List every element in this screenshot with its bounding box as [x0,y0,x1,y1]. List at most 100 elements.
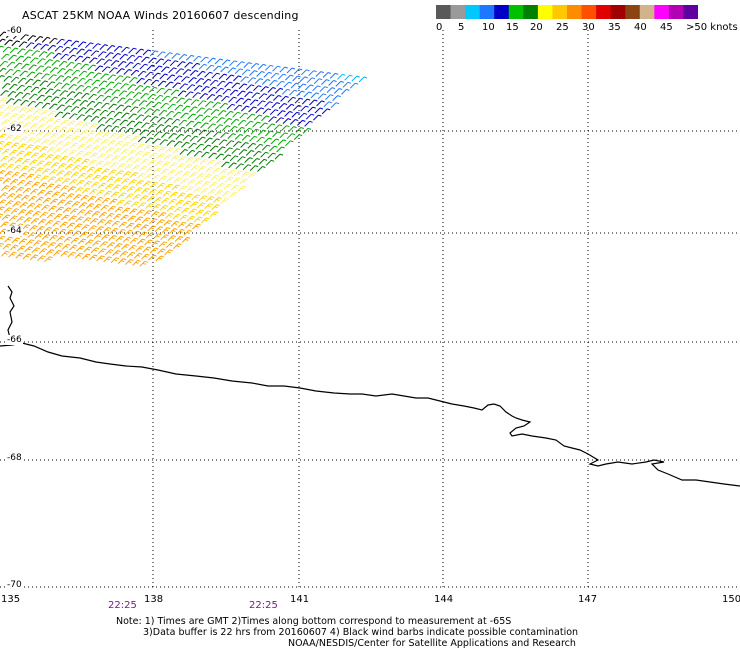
wind-barb [191,194,200,201]
wind-barb [117,97,126,104]
wind-barb [293,68,303,75]
wind-barb [125,91,135,98]
wind-barb [140,224,149,231]
wind-barb [179,214,188,221]
wind-barb [54,111,64,118]
wind-barb [306,77,316,84]
wind-barb [101,102,110,109]
wind-barb [0,199,7,204]
wind-barb [39,146,48,152]
wind-barb [204,71,213,78]
wind-barb [157,248,166,255]
wind-barb [149,152,158,159]
wind-barb [106,242,116,248]
wind-barb [83,115,92,121]
wind-barb [97,116,107,123]
wind-barb [67,120,76,127]
wind-barb [0,38,6,43]
wind-barb [71,69,80,76]
wind-barb [291,111,300,118]
colorbar-segment [610,5,626,19]
wind-barb [45,249,55,255]
wind-barb [109,96,119,103]
wind-barb [25,173,35,180]
wind-barb [19,202,28,208]
wind-barb [113,213,122,220]
wind-barb [216,117,225,123]
wind-barb [0,221,9,228]
wind-barb [119,185,128,192]
wind-barb [104,88,113,95]
wind-barb [51,191,60,198]
wind-barb [65,61,75,68]
wind-barb [77,41,87,48]
wind-barb [173,111,182,118]
wind-barb [185,120,195,127]
wind-barb [176,97,185,104]
wind-barb [173,177,182,184]
wind-barb [3,207,12,214]
wind-barb [133,223,142,230]
wind-barb [214,58,224,65]
lon-label: 138 [144,594,164,605]
wind-barb [233,104,243,111]
wind-barb [48,74,57,81]
wind-barb [103,124,112,131]
colorbar-segment [537,5,553,19]
wind-barb [341,88,350,95]
wind-barb [194,114,204,121]
wind-barb [137,136,147,143]
wind-barb [81,92,90,99]
wind-barb [6,61,16,68]
wind-barb [43,161,52,168]
wind-barb [229,60,238,67]
wind-barb [69,76,79,83]
wind-barb [54,242,64,249]
wind-barb [83,180,92,187]
wind-barb [58,192,68,199]
wind-barb [212,167,221,174]
wind-barb [116,199,125,206]
wind-barb [201,115,211,122]
wind-barb [351,75,360,82]
wind-barb [37,58,46,65]
wind-barb [270,138,280,145]
wind-barb [40,109,49,116]
wind-barb [220,132,229,139]
wind-barb [125,61,134,68]
wind-barb [251,158,260,164]
wind-barb [177,90,187,97]
wind-barb [85,137,95,144]
wind-barb [159,139,168,146]
wind-barb [142,115,152,122]
wind-barb [108,235,117,241]
wind-barb [195,78,204,84]
wind-barb [76,48,85,55]
wind-barb [130,135,140,142]
wind-barb [0,111,4,116]
wind-barb [236,126,245,133]
wind-barb [40,241,49,247]
colorbar-labels: 0 5 10 15 20 25 30 35 40 45 >50 knots [432,22,738,36]
wind-barb [278,103,288,109]
wind-barb [77,77,86,84]
wind-barb [84,144,93,151]
wind-barb [94,196,104,203]
wind-barb [326,87,336,93]
wind-barb [65,127,75,134]
wind-barb [155,255,164,262]
wind-barb [189,106,198,113]
wind-barb [90,181,100,188]
wind-barb [169,96,178,103]
wind-barb [121,141,131,148]
wind-barb [33,174,42,181]
wind-barb [197,100,207,107]
wind-barb [29,254,39,261]
wind-barb [93,203,102,210]
wind-barb [143,144,152,151]
wind-barb [231,148,240,155]
wind-barb [224,81,233,88]
wind-barb [127,84,136,90]
legend-label: >50 knots [686,22,738,33]
